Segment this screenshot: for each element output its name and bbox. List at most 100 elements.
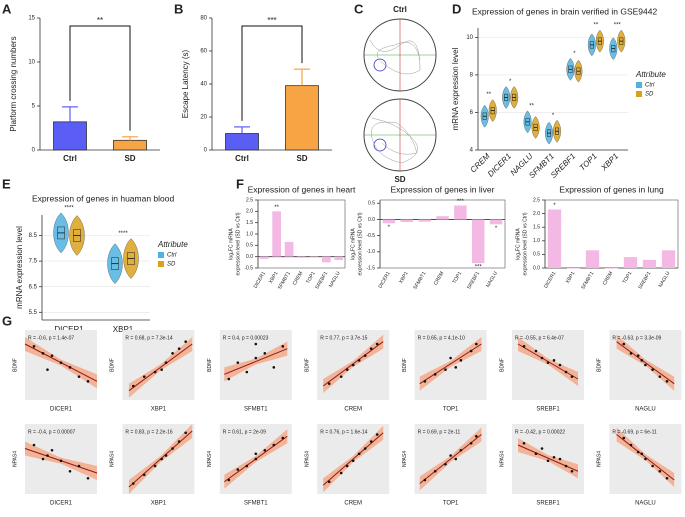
- point: [636, 354, 640, 357]
- y-tick-label: 1.5: [246, 220, 253, 226]
- point: [254, 452, 258, 456]
- y-axis-label: NPAS4: [305, 451, 311, 467]
- point: [564, 370, 568, 374]
- y-tick-label: 2.0: [533, 211, 540, 217]
- point: [540, 356, 544, 360]
- y-axis-label: mRNA expression level: [15, 226, 24, 309]
- y-tick-label: 6.5: [29, 284, 38, 290]
- point: [77, 464, 81, 468]
- y-axis-label: NPAS4: [402, 451, 408, 467]
- point: [177, 347, 181, 350]
- y-tick-label: 20: [200, 115, 207, 121]
- legend-swatch: [158, 252, 164, 258]
- point: [184, 431, 187, 435]
- x-axis-label: SREBF1: [536, 501, 560, 507]
- x-tick-label: XBP1: [599, 152, 621, 174]
- fit-line: [517, 444, 579, 472]
- point: [658, 469, 662, 473]
- x-tick-label: Ctrl: [63, 154, 77, 163]
- point: [522, 345, 526, 348]
- y-tick-label: 0.0: [533, 265, 540, 271]
- point: [339, 375, 343, 378]
- bar: [585, 250, 600, 268]
- y-axis-label: NPAS4: [110, 451, 116, 467]
- point: [59, 459, 63, 463]
- point: [449, 454, 452, 457]
- x-tick-label: XBP1: [113, 325, 134, 334]
- x-axis-label: SFMBT1: [244, 501, 268, 507]
- point: [345, 368, 349, 371]
- x-tick-label: SD: [124, 154, 135, 163]
- point: [281, 436, 285, 440]
- point: [449, 356, 452, 360]
- y-axis-label: expression level (SD vs Ctrl): [522, 212, 528, 275]
- x-tick-label: CREM: [602, 271, 615, 287]
- x-tick-label: NAGLU: [328, 270, 342, 288]
- point: [46, 454, 49, 457]
- y-axis-label: log₂FC mRNA: [515, 228, 521, 260]
- point: [153, 464, 157, 468]
- point: [454, 457, 458, 461]
- y-tick-label: 0.5: [533, 252, 540, 258]
- annotation: R = -0.4, p = 0.00007: [28, 429, 75, 435]
- point: [160, 457, 163, 461]
- x-tick-label: SFMBT1: [580, 270, 595, 290]
- point: [444, 462, 447, 466]
- chart-title: Expression of genes in lung: [559, 184, 664, 194]
- legend-title: Attribute: [157, 240, 188, 249]
- point: [153, 370, 157, 374]
- point: [651, 368, 654, 371]
- bar: [382, 219, 396, 224]
- annotation: R = -0.6, p = 1.4e-07: [28, 335, 74, 341]
- point: [640, 452, 644, 456]
- bar: [489, 219, 503, 225]
- bar: [566, 268, 581, 269]
- panel-label: E: [2, 176, 11, 191]
- point: [132, 482, 135, 485]
- annotation: R = -0.69, p = 6e-11: [612, 429, 657, 435]
- y-axis-label: mRNA expression level: [451, 47, 460, 130]
- point: [68, 469, 72, 473]
- point: [534, 452, 538, 456]
- point: [444, 368, 447, 371]
- y-axis-label: BDNF: [12, 358, 18, 372]
- point: [164, 361, 168, 364]
- y-tick-label: 0.5: [368, 201, 375, 207]
- significance: *: [388, 225, 391, 231]
- bar: [471, 219, 485, 264]
- chart-title: Expression of genes in liver: [391, 184, 495, 194]
- point: [142, 473, 146, 477]
- platform: [373, 58, 387, 72]
- x-tick-label: DICER1: [54, 325, 84, 334]
- legend-swatch: [636, 91, 642, 97]
- bar: [604, 268, 619, 269]
- y-axis-label: NPAS4: [207, 451, 213, 467]
- point: [622, 342, 626, 346]
- path: [371, 117, 418, 164]
- bar: [322, 256, 331, 263]
- significance: **: [274, 205, 279, 211]
- point: [558, 457, 562, 461]
- y-tick-label: 2.5: [533, 197, 540, 203]
- y-tick-label: -0.5: [366, 233, 375, 239]
- annotation: R = 0.69, p = 2e-11: [418, 429, 461, 435]
- point: [32, 443, 36, 447]
- point: [245, 464, 249, 468]
- x-axis-label: NAGLU: [635, 407, 656, 413]
- point: [658, 375, 662, 378]
- significance: **: [529, 103, 534, 109]
- y-tick-label: 40: [200, 82, 207, 88]
- y-tick-label: 80: [200, 16, 207, 22]
- point: [522, 441, 526, 445]
- panel-label: B: [174, 1, 183, 16]
- y-tick-label: 0.0: [246, 254, 253, 260]
- point: [433, 469, 437, 473]
- panel-label: F: [236, 176, 244, 191]
- x-axis-label: TOP1: [443, 501, 459, 507]
- chart-title: Expression of genes in huaman blood: [32, 193, 175, 203]
- point: [50, 448, 54, 452]
- bar: [284, 241, 294, 257]
- significance: *: [495, 226, 498, 232]
- y-axis-label: expression level (SD vs Ctrl): [235, 212, 241, 275]
- path: [369, 39, 421, 75]
